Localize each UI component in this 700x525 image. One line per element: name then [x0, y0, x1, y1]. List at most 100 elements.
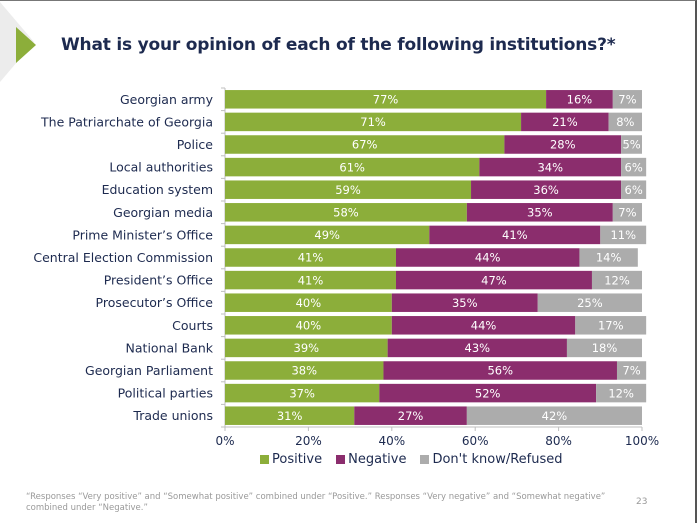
- legend-label-negative: Negative: [348, 452, 407, 467]
- legend-swatch-positive: [260, 455, 269, 464]
- data-label: 17%: [598, 319, 624, 333]
- data-label: 67%: [352, 138, 378, 152]
- category-label: Education system: [102, 182, 213, 197]
- legend-swatch-negative: [336, 455, 346, 464]
- bar-segment-positive: [225, 338, 388, 358]
- legend-label-dont-know: Don't know/Refused: [432, 452, 563, 467]
- data-label: 38%: [291, 364, 317, 378]
- bar-segment-don-t-know-refused: [579, 248, 638, 267]
- bar-segment-positive: [225, 361, 384, 380]
- bar-segment-positive: [225, 248, 396, 267]
- bar-segment-negative: [504, 135, 622, 154]
- data-label: 35%: [452, 296, 478, 310]
- bar-segment-positive: [225, 112, 522, 132]
- data-label: 12%: [608, 386, 634, 400]
- data-label: 5%: [622, 138, 640, 152]
- bar-segment-positive: [225, 135, 505, 154]
- category-label: Prime Minister’s Office: [72, 227, 213, 242]
- legend-label-positive: Positive: [272, 452, 323, 467]
- category-label: Police: [177, 137, 214, 152]
- bar-segment-negative: [383, 361, 617, 380]
- category-label: National Bank: [126, 340, 214, 355]
- data-label: 77%: [373, 93, 399, 107]
- data-label: 21%: [552, 115, 578, 129]
- data-label: 61%: [339, 160, 365, 174]
- legend-item-positive: Positive: [260, 452, 322, 467]
- bar-segment-positive: [225, 383, 380, 403]
- category-label: Trade unions: [132, 408, 213, 423]
- bar-segment-negative: [379, 383, 597, 403]
- bar-segment-positive: [225, 225, 430, 245]
- bar-segment-don-t-know-refused: [621, 180, 647, 199]
- bar-segment-negative: [429, 225, 601, 245]
- category-label: The Patriarchate of Georgia: [40, 114, 213, 129]
- category-label: Prosecutor’s Office: [96, 295, 214, 310]
- data-label: 41%: [298, 251, 324, 265]
- bar-segment-positive: [225, 203, 467, 222]
- data-label: 47%: [481, 273, 507, 287]
- category-label: Georgian army: [120, 92, 214, 107]
- bar-segment-don-t-know-refused: [621, 157, 647, 177]
- bar-segment-don-t-know-refused: [537, 293, 642, 312]
- data-label: 7%: [622, 364, 640, 378]
- category-label: Political parties: [118, 386, 213, 401]
- footnote: “Responses “Very positive” and “Somewhat…: [26, 492, 606, 513]
- data-label: 28%: [550, 138, 576, 152]
- data-label: 42%: [542, 409, 568, 423]
- data-label: 43%: [465, 341, 491, 355]
- data-label: 12%: [604, 273, 630, 287]
- bar-segment-negative: [391, 316, 576, 335]
- bar-segment-don-t-know-refused: [616, 361, 647, 380]
- page-number: 23: [636, 497, 648, 507]
- data-label: 34%: [537, 160, 563, 174]
- bar-segment-don-t-know-refused: [466, 406, 642, 425]
- legend-item-dont-know: Don't know/Refused: [420, 452, 563, 467]
- data-label: 7%: [618, 93, 636, 107]
- data-label: 41%: [298, 273, 324, 287]
- bar-segment-positive: [225, 293, 392, 312]
- x-tick-label: 80%: [545, 434, 572, 448]
- bar-segment-positive: [225, 316, 392, 335]
- bar-segment-positive: [225, 180, 472, 199]
- x-tick-label: 100%: [625, 434, 659, 448]
- bar-segment-negative: [354, 406, 467, 425]
- data-label: 37%: [289, 386, 315, 400]
- bar-segment-negative: [391, 293, 538, 312]
- data-label: 52%: [475, 386, 501, 400]
- bar-segment-don-t-know-refused: [566, 338, 642, 358]
- category-label: Local authorities: [109, 160, 213, 175]
- bar-segment-positive: [225, 90, 547, 109]
- bar-segment-don-t-know-refused: [608, 112, 642, 132]
- data-label: 16%: [567, 93, 593, 107]
- data-label: 58%: [333, 206, 359, 220]
- x-tick-label: 20%: [295, 434, 322, 448]
- data-label: 49%: [314, 228, 340, 242]
- data-label: 31%: [277, 409, 303, 423]
- data-label: 44%: [475, 251, 501, 265]
- bar-segment-negative: [395, 248, 580, 267]
- bar-segment-positive: [225, 157, 480, 177]
- data-label: 39%: [294, 341, 320, 355]
- slide-title: What is your opinion of each of the foll…: [61, 35, 616, 55]
- data-label: 59%: [335, 183, 361, 197]
- title-arrow-icon: [16, 27, 36, 63]
- data-label: 56%: [487, 364, 513, 378]
- data-label: 6%: [625, 183, 643, 197]
- category-label: President’s Office: [104, 273, 214, 288]
- bar-segment-negative: [471, 180, 622, 199]
- category-label: Georgian Parliament: [85, 363, 213, 378]
- bar-segment-negative: [466, 203, 613, 222]
- x-tick-label: 40%: [378, 434, 405, 448]
- data-label: 36%: [533, 183, 559, 197]
- bar-segment-positive: [225, 270, 396, 290]
- bar-segment-negative: [479, 157, 622, 177]
- data-label: 25%: [577, 296, 603, 310]
- data-label: 41%: [502, 228, 528, 242]
- bar-segment-negative: [546, 90, 613, 109]
- bar-segment-negative: [395, 270, 592, 290]
- bar-segment-positive: [225, 406, 355, 425]
- bar-segment-don-t-know-refused: [612, 90, 642, 109]
- data-label: 7%: [618, 206, 636, 220]
